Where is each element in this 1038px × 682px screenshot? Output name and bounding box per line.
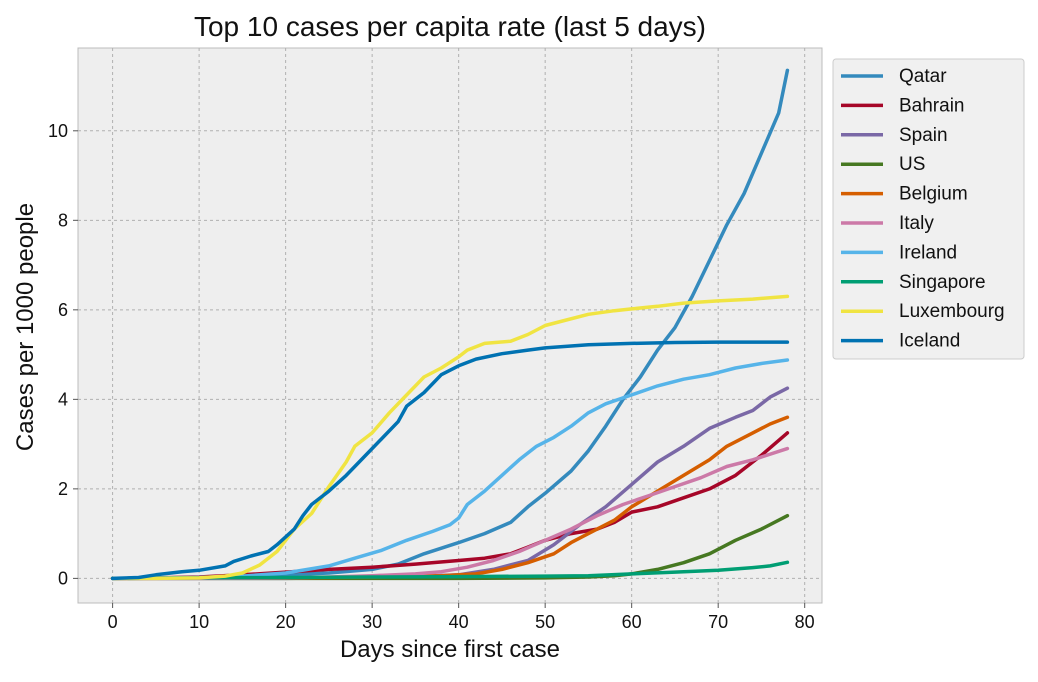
y-axis-label: Cases per 1000 people bbox=[12, 203, 39, 451]
legend-label-italy: Italy bbox=[899, 213, 934, 234]
series-line-singapore bbox=[110, 560, 790, 581]
y-tick-label: 2 bbox=[58, 479, 68, 499]
y-tick-label: 4 bbox=[58, 389, 68, 409]
series-line-luxembourg bbox=[110, 294, 790, 581]
legend: Qatar Bahrain Spain US Belgium Italy Ireland Si… bbox=[832, 58, 1025, 360]
y-tick-label: 0 bbox=[58, 568, 68, 588]
legend-label-us: US bbox=[899, 154, 925, 175]
x-axis-ticks: 0 10 20 30 40 50 60 70 80 bbox=[108, 603, 815, 632]
legend-label-singapore: Singapore bbox=[899, 272, 986, 293]
x-tick-label: 10 bbox=[189, 612, 209, 632]
legend-label-iceland: Iceland bbox=[899, 331, 960, 352]
series-line-qatar bbox=[110, 68, 790, 581]
x-tick-label: 70 bbox=[708, 612, 728, 632]
x-tick-label: 50 bbox=[535, 612, 555, 632]
x-axis-label: Days since first case bbox=[340, 636, 560, 663]
x-tick-label: 30 bbox=[362, 612, 382, 632]
series-lines bbox=[110, 68, 790, 581]
y-tick-label: 10 bbox=[48, 121, 68, 141]
y-tick-label: 8 bbox=[58, 210, 68, 230]
series-line-ireland bbox=[110, 358, 790, 581]
y-tick-label: 6 bbox=[58, 300, 68, 320]
legend-label-ireland: Ireland bbox=[899, 242, 957, 263]
y-axis-ticks: 0 2 4 6 8 10 bbox=[48, 121, 78, 588]
x-tick-label: 80 bbox=[795, 612, 815, 632]
plot-background bbox=[77, 47, 823, 604]
x-tick-label: 20 bbox=[276, 612, 296, 632]
legend-label-spain: Spain bbox=[899, 125, 948, 146]
legend-label-qatar: Qatar bbox=[899, 66, 947, 87]
series-line-iceland bbox=[110, 340, 790, 581]
x-tick-label: 40 bbox=[449, 612, 469, 632]
legend-label-belgium: Belgium bbox=[899, 184, 968, 205]
chart-title: Top 10 cases per capita rate (last 5 day… bbox=[194, 11, 706, 42]
x-tick-label: 60 bbox=[622, 612, 642, 632]
legend-label-bahrain: Bahrain bbox=[899, 95, 965, 116]
x-tick-label: 0 bbox=[108, 612, 118, 632]
legend-label-luxembourg: Luxembourg bbox=[899, 301, 1005, 322]
